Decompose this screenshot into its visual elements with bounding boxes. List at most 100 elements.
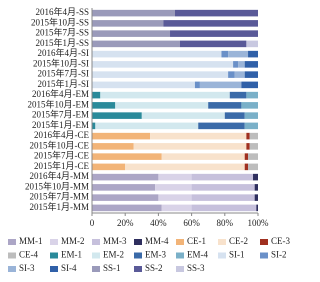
x-tick-label: 0 [90,218,95,228]
y-tick-label: 2015年1月-SI [38,78,90,89]
bar-segment [228,50,249,58]
bar-segment [241,81,258,89]
bar-segment [92,91,101,99]
legend-label: MM-4 [145,236,169,246]
x-tick-label: 40% [150,218,167,228]
legend-swatch [50,239,58,245]
bar-segment [249,143,258,150]
bar-segment [246,132,250,140]
bar-segment [228,71,235,78]
legend-swatch [8,239,16,245]
bar-segment [233,61,239,68]
bar-segment [155,184,192,191]
y-tick-label: 2016年4月-SS [35,6,89,17]
bar-segment [249,132,258,140]
bar-segment [141,112,225,119]
bar-segment [92,153,162,160]
bar-segment [163,20,258,27]
bar-segment [158,173,192,181]
y-tick-label: 2016年4月-EM [32,88,89,99]
bar-segment [179,40,247,48]
legend-swatch [218,252,226,259]
legend-swatch [92,239,100,245]
y-tick-label: 2016年4月-CE [34,129,90,140]
legend-label: CE-4 [19,250,38,260]
legend-swatch [260,239,268,245]
y-tick-label: 2016年4月-MM [29,170,89,181]
bar-segment [92,173,159,181]
legend-label: SI-3 [19,263,35,273]
bar-segment [246,143,250,150]
bar-segment [92,143,134,150]
legend-label: SI-1 [229,250,245,260]
legend-swatch [218,239,226,245]
x-tick-label: 100% [248,218,270,228]
bar-segment [248,163,258,171]
legend-swatch [134,239,142,245]
bar-segment [244,153,249,160]
bar-segment [191,194,255,201]
legend-swatch [92,266,100,272]
y-tick-label: 2015年1月-EM [32,119,89,130]
bar-segment [191,173,254,181]
bar-segment [224,112,245,119]
y-tick-label: 2015年7月-EM [32,109,89,120]
bar-segment [170,30,258,37]
legend-label: EM-2 [103,250,124,260]
bar-segment [254,184,258,191]
y-tick-label: 2015年10月-SS [31,16,89,27]
legend-label: SI-2 [271,250,287,260]
legend-swatch [92,252,100,259]
legend-label: SS-2 [145,263,163,273]
bar-segment [248,50,258,58]
bar-segment [92,112,142,119]
y-tick-label: 2015年10月-MM [25,180,89,191]
y-tick-label: 2015年7月-SI [38,68,90,79]
bar-segment [92,194,159,201]
bar-segment [229,91,247,99]
y-tick-label: 2015年7月-MM [29,191,89,202]
y-tick-label: 2015年1月-SS [35,37,89,48]
bar-segment [92,81,195,89]
legend-swatch [50,266,58,272]
bar-segment [244,71,258,78]
bar-segment [246,91,258,99]
bar-segment [92,163,126,171]
bar-segment [246,40,258,48]
legend-label: MM-3 [103,236,127,246]
x-tick-label: 80% [217,218,234,228]
bar-segment [198,122,245,130]
bar-segment [175,9,258,17]
bar-segment [133,143,247,150]
y-tick-label: 2015年10月-EM [28,98,90,109]
x-tick-label: 20% [117,218,134,228]
bar-segment [92,50,222,58]
y-tick-label: 2015年1月-MM [29,201,89,212]
legend-label: SI-4 [61,263,77,273]
y-tick-label: 2016年4月-SI [38,47,90,58]
bar-segment [248,153,258,160]
legend-label: EM-4 [187,250,208,260]
bar-segment [92,30,171,37]
legend-label: MM-2 [61,236,85,246]
legend-swatch [134,266,142,272]
legend-swatch [176,252,184,259]
y-tick-label: 2015年10月-CE [30,139,90,150]
bar-segment [199,81,242,89]
bar-segment [92,122,96,130]
bar-segment [100,91,230,99]
bar-segment [244,61,258,68]
y-tick-label: 2015年10月-SI [33,57,89,68]
legend-swatch [176,239,184,245]
bar-segment [194,81,200,89]
bar-segment [92,71,229,78]
legend-label: CE-3 [271,236,290,246]
legend-swatch [260,252,268,259]
bar-segment [92,9,175,17]
legend-label: EM-3 [145,250,166,260]
bar-segment [92,40,180,48]
chart: 2016年4月-SS2015年10月-SS2015年7月-SS2015年1月-S… [8,6,291,274]
legend-label: CE-2 [229,236,248,246]
bar-segment [92,102,116,109]
bar-segment [244,163,249,171]
